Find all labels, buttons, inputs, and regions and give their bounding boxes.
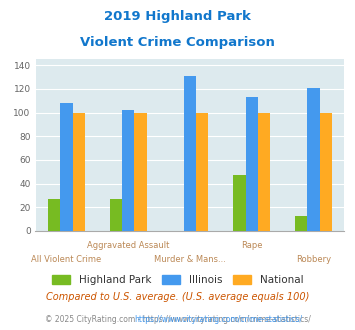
Text: Aggravated Assault: Aggravated Assault bbox=[87, 241, 169, 250]
Text: 2019 Highland Park: 2019 Highland Park bbox=[104, 10, 251, 23]
Bar bbox=[246, 97, 258, 231]
Legend: Highland Park, Illinois, National: Highland Park, Illinois, National bbox=[48, 271, 307, 289]
Text: © 2025 CityRating.com - https://www.cityrating.com/crime-statistics/: © 2025 CityRating.com - https://www.city… bbox=[45, 315, 310, 324]
Bar bbox=[233, 175, 246, 231]
Bar bbox=[320, 113, 332, 231]
Bar bbox=[134, 113, 147, 231]
Text: Compared to U.S. average. (U.S. average equals 100): Compared to U.S. average. (U.S. average … bbox=[46, 292, 309, 302]
Text: Murder & Mans...: Murder & Mans... bbox=[154, 255, 226, 264]
Text: Violent Crime Comparison: Violent Crime Comparison bbox=[80, 36, 275, 49]
Bar bbox=[48, 199, 60, 231]
Bar bbox=[196, 113, 208, 231]
Text: https://www.cityrating.com/crime-statistics/: https://www.cityrating.com/crime-statist… bbox=[134, 315, 302, 324]
Bar bbox=[295, 215, 307, 231]
Bar bbox=[110, 199, 122, 231]
Bar bbox=[72, 113, 85, 231]
Text: All Violent Crime: All Violent Crime bbox=[31, 255, 102, 264]
Bar bbox=[60, 103, 72, 231]
Text: Rape: Rape bbox=[241, 241, 262, 250]
Bar bbox=[258, 113, 270, 231]
Bar bbox=[122, 110, 134, 231]
Bar bbox=[184, 76, 196, 231]
Bar bbox=[307, 88, 320, 231]
Text: Robbery: Robbery bbox=[296, 255, 331, 264]
